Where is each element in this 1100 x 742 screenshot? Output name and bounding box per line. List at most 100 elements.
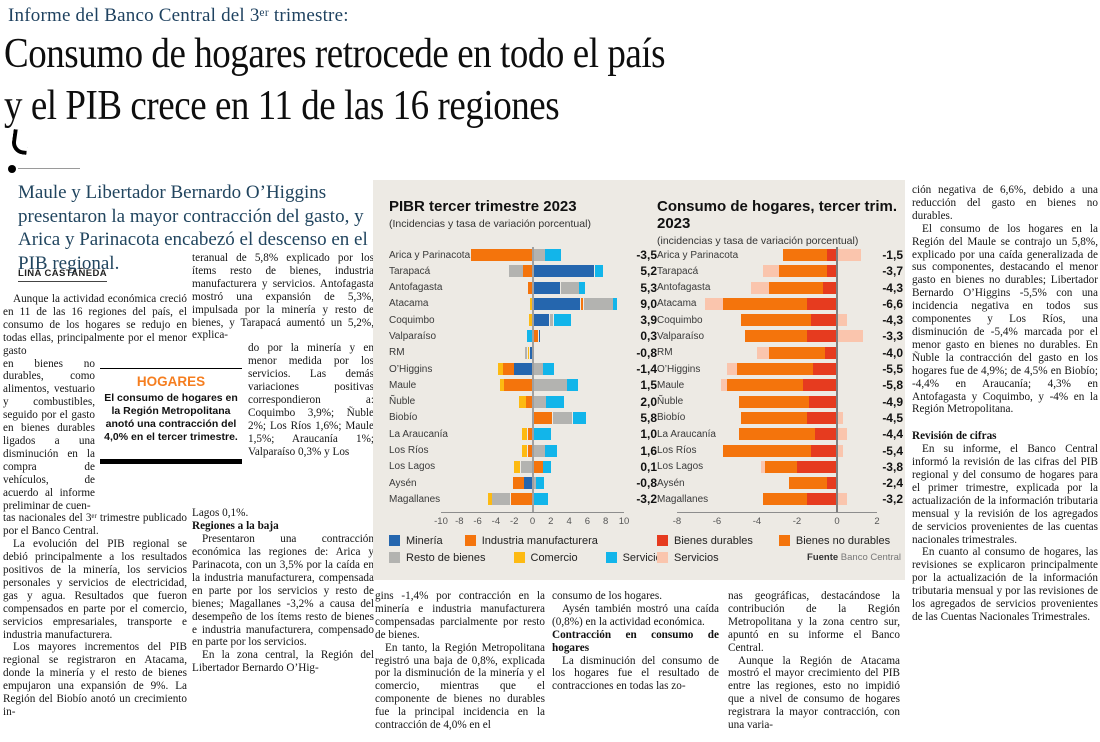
value-label: -6,6 bbox=[882, 296, 903, 311]
bar-segment-resto-de-bienes bbox=[525, 346, 528, 359]
bar-segment-servicios bbox=[527, 330, 532, 343]
bar-segment-resto-de-bienes bbox=[552, 411, 573, 424]
bar-segment-resto-de-bienes bbox=[549, 314, 554, 327]
pull-quote-title: HOGARES bbox=[136, 374, 206, 389]
bar-segment-bienes-durables bbox=[807, 330, 837, 343]
body-column-4: consumo de los hogares. Aysén también mo… bbox=[552, 590, 719, 742]
bar-segment-bienes-no-durables bbox=[769, 346, 825, 359]
source-label: Fuente bbox=[807, 552, 839, 563]
bar-segment-resto-de-bienes bbox=[508, 265, 523, 278]
bullet-dot bbox=[8, 165, 16, 173]
x-axis-tick: -6 bbox=[712, 515, 722, 527]
zero-axis-line bbox=[531, 247, 534, 512]
bar-track bbox=[677, 265, 877, 278]
bar-segment-servicios bbox=[727, 363, 737, 376]
crop-artifact bbox=[10, 129, 30, 155]
bar-segment-industria-manufacturera bbox=[532, 460, 543, 473]
chart-row: Biobío -4,5 bbox=[657, 410, 903, 426]
value-label: -4,4 bbox=[882, 427, 903, 442]
bar-track bbox=[441, 314, 624, 327]
region-label: Arica y Parinacota bbox=[389, 249, 471, 261]
pull-quote-body: El consumo de hogares en la Región Metro… bbox=[104, 392, 238, 443]
zero-axis-line bbox=[836, 247, 838, 512]
legend-label: Servicios bbox=[674, 551, 719, 564]
deck: Maule y Libertador Bernardo O’Higgins pr… bbox=[18, 182, 368, 274]
bar-segment-bienes-no-durables bbox=[723, 297, 807, 310]
value-label: 5,8 bbox=[640, 410, 657, 425]
bar-segment-resto-de-bienes bbox=[532, 379, 567, 392]
region-label: Atacama bbox=[389, 298, 429, 310]
bar-segment-bienes-durables bbox=[815, 428, 837, 441]
bar-segment-servicios bbox=[567, 379, 578, 392]
bar-segment-bienes-durables bbox=[803, 379, 837, 392]
x-axis-tick: -4 bbox=[752, 515, 762, 527]
bar-segment-servicios bbox=[543, 460, 552, 473]
bar-segment-minería bbox=[532, 314, 550, 327]
byline: LINA CASTAÑEDA bbox=[18, 268, 107, 282]
value-label: -3,2 bbox=[636, 492, 657, 507]
bar-track bbox=[677, 363, 877, 376]
x-axis-tick: 2 bbox=[548, 515, 554, 527]
bar-segment-minería bbox=[532, 265, 595, 278]
bar-segment-servicios bbox=[837, 428, 847, 441]
value-label: -4,5 bbox=[882, 410, 903, 425]
bar-track bbox=[441, 460, 624, 473]
chart-row: Arica y Parinacota -1,5 bbox=[657, 247, 903, 263]
bar-segment-servicios bbox=[721, 379, 727, 392]
region-label: Maule bbox=[657, 379, 685, 391]
chart-row: O’Higgins -5,5 bbox=[657, 361, 903, 377]
bar-segment-bienes-no-durables bbox=[769, 281, 823, 294]
bar-segment-comercio bbox=[500, 379, 504, 392]
region-label: Arica y Parinacota bbox=[657, 249, 739, 261]
pull-quote: HOGARES El consumo de hogares en la Regi… bbox=[100, 368, 242, 464]
chart-row: Aysén -2,4 bbox=[657, 475, 903, 491]
chart-legend: Bienes durables Bienes no durables Servi… bbox=[657, 532, 903, 566]
chart-row: Antofagasta 5,3 bbox=[389, 280, 657, 296]
bar-segment-bienes-durables bbox=[827, 265, 837, 278]
bar-segment-servicios bbox=[751, 281, 769, 294]
chart-row: Magallanes -3,2 bbox=[389, 491, 657, 507]
chart-rows: Arica y Parinacota -3,5 Tarapacá 5,2 Antofag… bbox=[389, 247, 657, 512]
bar-segment-minería bbox=[532, 297, 581, 310]
bar-segment-servicios bbox=[757, 346, 769, 359]
paragraph: Aysén también mostró una caída (0,8%) en… bbox=[552, 602, 719, 628]
chart-source: Fuente Banco Central bbox=[807, 552, 901, 563]
bar-segment-servicios bbox=[837, 330, 863, 343]
paragraph: En tanto, la Región Metropolitana regist… bbox=[375, 641, 545, 732]
body-column-6: ción negativa de 6,6%, debido a una redu… bbox=[912, 184, 1098, 742]
value-label: -4,9 bbox=[882, 394, 903, 409]
value-label: 0,1 bbox=[640, 459, 657, 474]
bar-segment-bienes-durables bbox=[811, 444, 837, 457]
value-label: -3,7 bbox=[882, 264, 903, 279]
bienes-no-durables-swatch bbox=[778, 535, 790, 546]
legend-item: Bienes no durables bbox=[778, 535, 890, 547]
bar-segment-resto-de-bienes bbox=[532, 477, 536, 490]
value-label: -0,8 bbox=[636, 476, 657, 491]
value-label: -1,5 bbox=[882, 248, 903, 262]
paragraph: La evolución del PIB regional se debió p… bbox=[3, 538, 187, 641]
value-label: 9,0 bbox=[640, 296, 657, 311]
x-axis-tick: 2 bbox=[874, 515, 880, 527]
paragraph: Presentaron una contracción económica la… bbox=[192, 533, 374, 649]
headline-line-1: Consumo de hogares retrocede en todo el … bbox=[4, 31, 666, 77]
bar-track bbox=[677, 314, 877, 327]
legend-label: Minería bbox=[406, 534, 443, 547]
bar-track bbox=[677, 297, 877, 310]
chart-row: Magallanes -3,2 bbox=[657, 491, 903, 507]
region-label: Aysén bbox=[389, 477, 417, 489]
bar-segment-bienes-no-durables bbox=[745, 330, 807, 343]
region-label: Los Lagos bbox=[657, 461, 704, 473]
value-label: -2,4 bbox=[882, 476, 903, 491]
rule-line bbox=[18, 168, 80, 169]
value-label: -3,3 bbox=[882, 329, 903, 344]
region-label: Tarapacá bbox=[657, 265, 699, 277]
bienes-durables-swatch bbox=[657, 535, 668, 546]
x-axis-tick: 0 bbox=[529, 515, 536, 527]
bar-segment-industria-manufacturera bbox=[504, 379, 532, 392]
bar-segment-servicios bbox=[837, 493, 847, 506]
bar-segment-comercio bbox=[487, 493, 492, 506]
bar-segment-bienes-no-durables bbox=[763, 493, 807, 506]
region-label: Ñuble bbox=[389, 396, 416, 408]
legend-label: Bienes durables bbox=[674, 534, 753, 547]
bar-segment-comercio bbox=[522, 428, 528, 441]
